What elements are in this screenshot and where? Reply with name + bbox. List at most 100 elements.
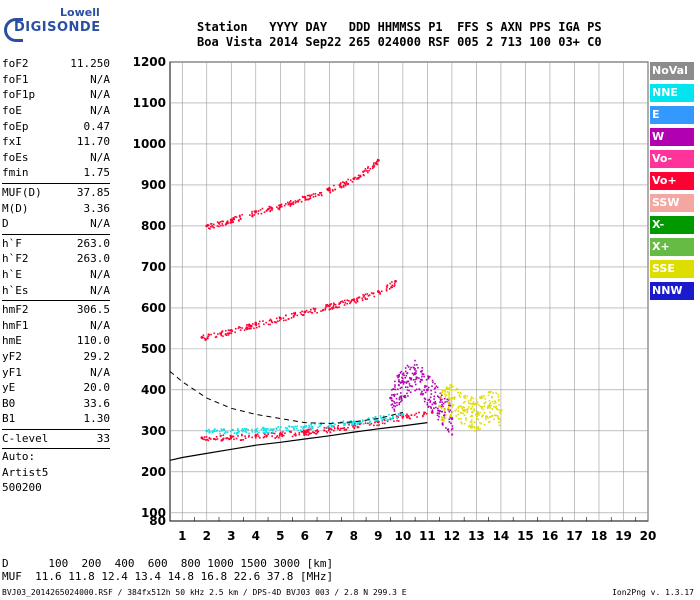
- data-point: [363, 174, 365, 177]
- data-point: [247, 327, 249, 330]
- data-point: [364, 298, 367, 300]
- x-tick-label: 2: [203, 529, 211, 543]
- data-point: [318, 425, 321, 428]
- data-point: [338, 306, 340, 308]
- data-point: [290, 317, 293, 319]
- data-point: [498, 424, 501, 427]
- x-tick-label: 13: [468, 529, 485, 543]
- data-point: [437, 409, 439, 412]
- data-point: [476, 417, 478, 420]
- data-point: [358, 296, 360, 299]
- data-point: [471, 405, 474, 408]
- y-tick-label: 500: [141, 342, 166, 356]
- data-point: [202, 334, 205, 337]
- series-point: [376, 290, 380, 293]
- data-point: [457, 391, 459, 394]
- data-point: [386, 286, 388, 288]
- data-point: [215, 436, 218, 438]
- autoscaling-line: Auto:: [2, 450, 36, 464]
- param-row: foF2 11.250: [2, 56, 110, 72]
- data-point: [310, 423, 312, 425]
- param-row: yE 20.0: [2, 380, 110, 396]
- data-point: [393, 420, 395, 423]
- data-point: [472, 403, 475, 405]
- data-point: [343, 299, 346, 302]
- data-point: [285, 319, 287, 322]
- data-point: [278, 436, 280, 439]
- data-point: [248, 323, 251, 326]
- param-name: fmin: [2, 166, 29, 180]
- data-point: [343, 184, 345, 187]
- x-tick-label: 19: [615, 529, 632, 543]
- data-point: [345, 428, 348, 431]
- plot-frame: [169, 61, 649, 522]
- data-point: [222, 220, 224, 223]
- y-tick-label: 100: [141, 506, 166, 520]
- data-point: [289, 430, 292, 433]
- data-point: [270, 321, 273, 323]
- series-point: [254, 434, 258, 438]
- data-point: [244, 435, 246, 438]
- data-point: [357, 297, 359, 299]
- data-point: [483, 402, 486, 405]
- data-point: [455, 389, 458, 391]
- data-point: [439, 399, 442, 402]
- series-point: [229, 218, 233, 222]
- data-point: [204, 337, 206, 340]
- data-point: [304, 433, 307, 435]
- param-value: N/A: [90, 72, 110, 86]
- data-point: [222, 335, 224, 337]
- data-point: [397, 374, 400, 377]
- digisonde-logo: Lowell DIGISONDE: [4, 6, 114, 46]
- data-point: [312, 431, 314, 433]
- data-point: [440, 419, 443, 422]
- data-point: [339, 186, 341, 188]
- data-point: [307, 311, 309, 314]
- data-point: [462, 406, 465, 408]
- data-point: [269, 209, 272, 212]
- data-point: [300, 200, 303, 203]
- data-point: [433, 395, 436, 398]
- series-point: [352, 177, 356, 181]
- data-point: [329, 191, 332, 193]
- data-point: [498, 398, 500, 401]
- data-point: [214, 438, 217, 441]
- data-point: [482, 414, 484, 416]
- data-point: [460, 412, 463, 414]
- data-point: [479, 421, 481, 424]
- data-point: [238, 430, 240, 433]
- data-point: [418, 377, 420, 379]
- param-name: h`F: [2, 236, 22, 250]
- data-point: [465, 419, 467, 421]
- data-point: [397, 420, 400, 422]
- data-point: [375, 417, 377, 420]
- data-point: [276, 206, 278, 208]
- data-point: [221, 439, 224, 441]
- data-point: [431, 385, 433, 388]
- data-point: [396, 401, 398, 404]
- data-point: [279, 428, 281, 431]
- data-point: [219, 332, 221, 335]
- data-point: [470, 396, 473, 398]
- data-point: [473, 429, 476, 432]
- data-point: [443, 419, 445, 422]
- data-point: [374, 162, 377, 164]
- data-point: [406, 364, 409, 367]
- data-point: [478, 404, 480, 406]
- data-point: [393, 284, 396, 287]
- data-point: [208, 428, 210, 431]
- data-point: [254, 436, 257, 439]
- data-point: [449, 409, 451, 412]
- data-point: [406, 386, 409, 389]
- data-point: [325, 305, 327, 308]
- data-point: [448, 386, 451, 389]
- data-point: [323, 426, 326, 429]
- data-point: [254, 431, 257, 433]
- data-point: [453, 397, 456, 400]
- data-point: [440, 410, 443, 413]
- data-point: [308, 424, 310, 427]
- param-row: hmF2 306.5: [2, 302, 110, 318]
- data-point: [360, 422, 363, 424]
- series-point: [200, 336, 204, 339]
- data-point: [213, 429, 215, 431]
